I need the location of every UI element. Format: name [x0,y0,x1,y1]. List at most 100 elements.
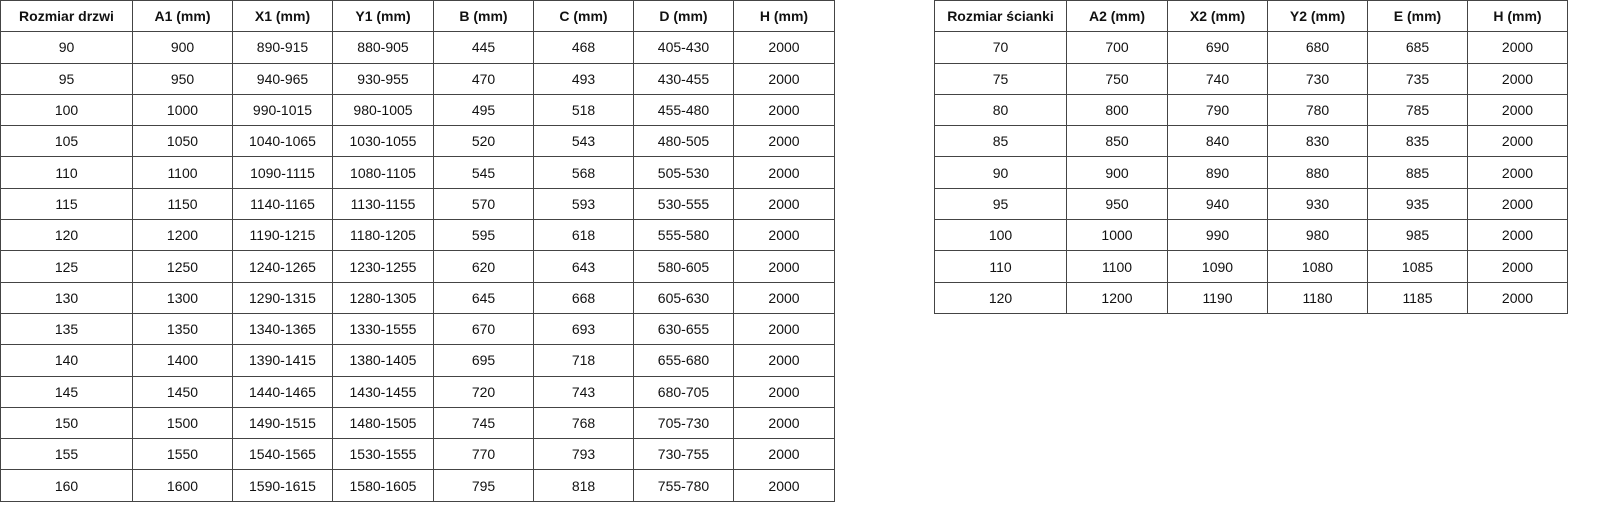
table-cell: 1030-1055 [332,125,434,158]
table-cell: 690 [1167,31,1268,64]
table-cell: 1550 [132,438,233,471]
table-cell: 505-530 [633,156,734,189]
column-header: X2 (mm) [1167,0,1268,33]
table-cell: 750 [1066,62,1168,95]
table-cell: 695 [433,344,534,377]
table-cell: 900 [1066,156,1168,189]
table-cell: 2000 [733,62,835,95]
table-cell: 680 [1267,31,1368,64]
table-cell: 80 [934,93,1067,127]
table-row: 155 1550 1540-1565 1530-1555 770 793 730-755 20… [0,438,835,471]
table-cell: 980 [1267,219,1368,252]
table-cell: 1380-1405 [332,344,434,377]
table-cell: 2000 [733,156,835,189]
column-header: C (mm) [533,0,634,33]
table-cell: 105 [0,125,133,158]
table-cell: 1480-1505 [332,406,434,440]
table-cell: 755-780 [633,469,734,502]
table-cell: 2000 [733,438,835,471]
table-cell: 990 [1167,219,1268,252]
column-header: E (mm) [1367,0,1468,33]
table-cell: 580-605 [633,250,734,283]
table-row: 150 1500 1490-1515 1480-1505 745 768 705-730 20… [0,406,835,440]
table-cell: 795 [433,469,534,502]
table-cell: 1580-1605 [332,469,434,502]
table-row: 110 1100 1090-1115 1080-1105 545 568 505-530 20… [0,156,835,189]
table-cell: 1080 [1267,250,1368,283]
table-cell: 518 [533,93,634,127]
table-cell: 543 [533,125,634,158]
table-cell: 1540-1565 [232,438,333,471]
table-cell: 1490-1515 [232,406,333,440]
table-cell: 2000 [733,281,835,314]
table-cell: 900 [132,31,233,64]
table-cell: 743 [533,375,634,408]
table-cell: 770 [433,438,534,471]
table-cell: 1330-1555 [332,312,434,346]
table-row: 100 1000 990 980 985 2000 [934,219,1568,252]
table-cell: 1050 [132,125,233,158]
column-header: Y1 (mm) [332,0,434,33]
table-cell: 1290-1315 [232,281,333,314]
table-cell: 930-955 [332,62,434,95]
table-cell: 1185 [1367,281,1468,314]
table-cell: 595 [433,219,534,252]
table-cell: 1000 [1066,219,1168,252]
table-cell: 120 [934,281,1067,314]
wall-size-table: Rozmiar ścianki A2 (mm) X2 (mm) Y2 (mm) E (m… [934,0,1568,314]
table-cell: 1280-1305 [332,281,434,314]
table-cell: 620 [433,250,534,283]
table-cell: 890-915 [232,31,333,64]
table-cell: 800 [1066,93,1168,127]
table-cell: 1350 [132,312,233,346]
table-cell: 115 [0,187,133,221]
table-row: 85 850 840 830 835 2000 [934,125,1568,158]
table-cell: 705-730 [633,406,734,440]
table-cell: 1080-1105 [332,156,434,189]
table-cell: 730-755 [633,438,734,471]
table-cell: 160 [0,469,133,502]
table-cell: 1100 [132,156,233,189]
table-row: 95 950 940-965 930-955 470 493 430-455 2000 [0,62,835,95]
table-cell: 718 [533,344,634,377]
table-row: 125 1250 1240-1265 1230-1255 620 643 580-605 20… [0,250,835,283]
table-cell: 685 [1367,31,1468,64]
table-cell: 2000 [733,375,835,408]
table-cell: 493 [533,62,634,95]
column-header: Rozmiar ścianki [934,0,1067,33]
table-cell: 1180 [1267,281,1368,314]
column-header: X1 (mm) [232,0,333,33]
table-cell: 125 [0,250,133,283]
table-cell: 145 [0,375,133,408]
table-cell: 1600 [132,469,233,502]
table-cell: 950 [1066,187,1168,221]
table-cell: 2000 [1467,156,1568,189]
table-cell: 940-965 [232,62,333,95]
table-cell: 2000 [1467,125,1568,158]
table-cell: 1430-1455 [332,375,434,408]
table-cell: 90 [934,156,1067,189]
table-cell: 818 [533,469,634,502]
table-cell: 2000 [733,344,835,377]
table-cell: 135 [0,312,133,346]
table-cell: 2000 [1467,187,1568,221]
table-cell: 1450 [132,375,233,408]
table-cell: 2000 [1467,219,1568,252]
table-row: 90 900 890 880 885 2000 [934,156,1568,189]
table-cell: 1240-1265 [232,250,333,283]
table-cell: 880 [1267,156,1368,189]
table-row: 120 1200 1190-1215 1180-1205 595 618 555-580 20… [0,219,835,252]
table-row: 70 700 690 680 685 2000 [934,31,1568,64]
table-row: 95 950 940 930 935 2000 [934,187,1568,221]
table-cell: 1190-1215 [232,219,333,252]
column-header: A1 (mm) [132,0,233,33]
table-row: 75 750 740 730 735 2000 [934,62,1568,95]
table-cell: 100 [934,219,1067,252]
table-cell: 1090-1115 [232,156,333,189]
table-cell: 2000 [733,93,835,127]
table-cell: 935 [1367,187,1468,221]
table-cell: 1100 [1066,250,1168,283]
table-cell: 605-630 [633,281,734,314]
table-cell: 155 [0,438,133,471]
table-header-row: Rozmiar drzwi A1 (mm) X1 (mm) Y1 (mm) B (mm)… [0,0,835,33]
